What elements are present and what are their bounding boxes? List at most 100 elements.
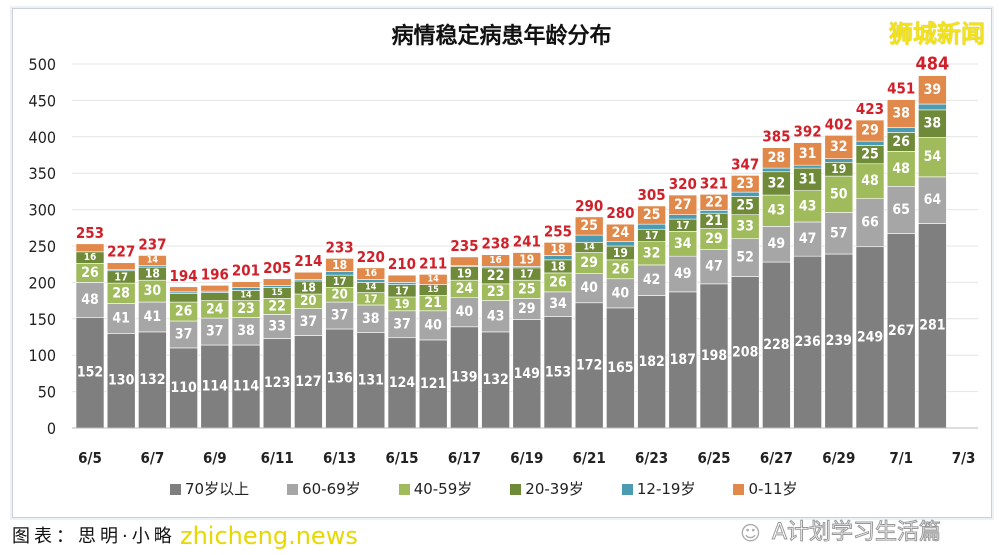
- y-tick-label: 350: [29, 164, 56, 183]
- bar-segment-label: 24: [206, 301, 224, 317]
- bar-segment-label: 23: [487, 284, 505, 300]
- y-tick-label: 450: [29, 91, 56, 110]
- bar-segment-label: 26: [549, 274, 567, 290]
- bar-segment: [387, 310, 417, 339]
- total-label: 451: [887, 80, 915, 98]
- bar-segment-label: 49: [674, 266, 692, 282]
- total-label: 280: [606, 204, 634, 222]
- bar-segment-label: 38: [362, 311, 380, 327]
- bar-segment-label: 25: [643, 207, 661, 223]
- bar-segment: [325, 258, 354, 272]
- bar-segment-label: 131: [358, 372, 384, 388]
- bar-segment-label: 165: [607, 360, 633, 376]
- bar-segment: [450, 256, 479, 266]
- bar-segment: [730, 276, 760, 429]
- bar-segment-label: 24: [612, 225, 630, 241]
- bar-segment-label: 25: [580, 218, 598, 234]
- bar-segment: [855, 198, 885, 248]
- bar-segment-label: 39: [924, 82, 942, 98]
- bar-segment: [169, 286, 198, 293]
- bar-segment-label: 14: [584, 242, 596, 252]
- bar-segment: [855, 119, 885, 142]
- bar-segment-label: 18: [550, 242, 565, 256]
- bar-segment-label: 149: [514, 366, 540, 382]
- bar-segment: [918, 109, 947, 138]
- x-tick-label: 6/15: [385, 449, 418, 467]
- total-label: 211: [419, 254, 447, 272]
- x-tick-label: 6/23: [635, 449, 668, 467]
- bar-segment-label: 37: [175, 326, 193, 342]
- brand-watermark: 狮城新闻: [889, 20, 985, 48]
- bar-segment-label: 239: [826, 333, 852, 349]
- y-tick-label: 0: [47, 419, 56, 438]
- y-tick-label: 500: [29, 55, 56, 74]
- bar-segment-label: 40: [612, 285, 630, 301]
- bar-segment: [262, 285, 292, 288]
- bar-segment-label: 172: [576, 357, 602, 373]
- legend-item: 70岁以上: [170, 480, 249, 498]
- bar-segment: [481, 331, 510, 429]
- bar-segment-label: 26: [612, 261, 630, 277]
- bar-segment-label: 26: [175, 304, 193, 320]
- wechat-icon: ☺: [740, 521, 761, 545]
- bar-segment: [481, 300, 510, 333]
- total-label: 402: [825, 115, 853, 133]
- bar-segment-label: 208: [732, 344, 758, 360]
- bar-segment: [855, 140, 885, 146]
- legend-label: 60-69岁: [302, 480, 361, 498]
- bar-segment-label: 65: [892, 202, 910, 218]
- bar-segment-label: 124: [389, 375, 416, 391]
- bar-segment-label: 121: [420, 376, 446, 392]
- bar-segment: [730, 238, 760, 277]
- total-label: 484: [915, 54, 949, 75]
- bar-segment: [200, 317, 230, 346]
- bar-segment: [762, 167, 791, 173]
- total-label: 194: [170, 267, 198, 285]
- bar-segment-label: 47: [799, 231, 817, 247]
- bar-segment: [169, 320, 198, 349]
- bar-segment-label: 27: [674, 197, 692, 213]
- x-tick-label: 7/1: [889, 449, 913, 467]
- bar-segment-label: 26: [892, 134, 910, 150]
- total-label: 233: [326, 238, 354, 256]
- bar-segment-label: 66: [861, 215, 879, 231]
- bar-segment-label: 130: [108, 373, 135, 389]
- bar-segment-label: 43: [799, 198, 817, 214]
- bar-segment-label: 132: [139, 372, 165, 388]
- bar-segment: [668, 231, 698, 257]
- bar-segment-label: 32: [830, 139, 848, 155]
- total-label: 210: [388, 255, 416, 273]
- bar-segment-label: 40: [424, 317, 442, 333]
- bar-segment: [574, 216, 604, 236]
- bar-segment-label: 18: [332, 258, 347, 272]
- y-tick-label: 200: [29, 273, 56, 292]
- total-label: 214: [294, 252, 322, 270]
- bar-segment-label: 19: [519, 252, 534, 266]
- bar-segment: [574, 273, 604, 304]
- caption: 图表：思明·小略: [12, 526, 176, 547]
- bar-segment: [418, 310, 448, 341]
- bar-segment: [886, 99, 916, 128]
- bar-segment-label: 43: [487, 308, 505, 324]
- total-label: 305: [638, 186, 666, 204]
- total-label: 205: [263, 259, 291, 277]
- bar-segment-label: 30: [144, 283, 162, 299]
- bar-segment-label: 139: [451, 369, 477, 385]
- total-label: 237: [138, 235, 166, 253]
- bar-segment-label: 14: [428, 274, 440, 284]
- bar-segment-label: 37: [206, 324, 224, 340]
- bar-segment-label: 14: [147, 256, 159, 266]
- bar-segment-label: 17: [114, 270, 128, 283]
- bar-segment: [138, 255, 167, 266]
- bar-segment-label: 32: [768, 175, 786, 191]
- bar-segment: [730, 191, 760, 197]
- bar-segment: [824, 158, 854, 163]
- x-tick-label: 6/21: [573, 449, 606, 467]
- total-label: 238: [482, 235, 510, 253]
- bar-segment-label: 20: [300, 294, 316, 309]
- bar-segment: [356, 267, 386, 280]
- bar-segment: [793, 142, 822, 166]
- bar-segment: [918, 75, 947, 105]
- bar-segment: [231, 317, 261, 346]
- bar-segment-label: 23: [736, 176, 754, 192]
